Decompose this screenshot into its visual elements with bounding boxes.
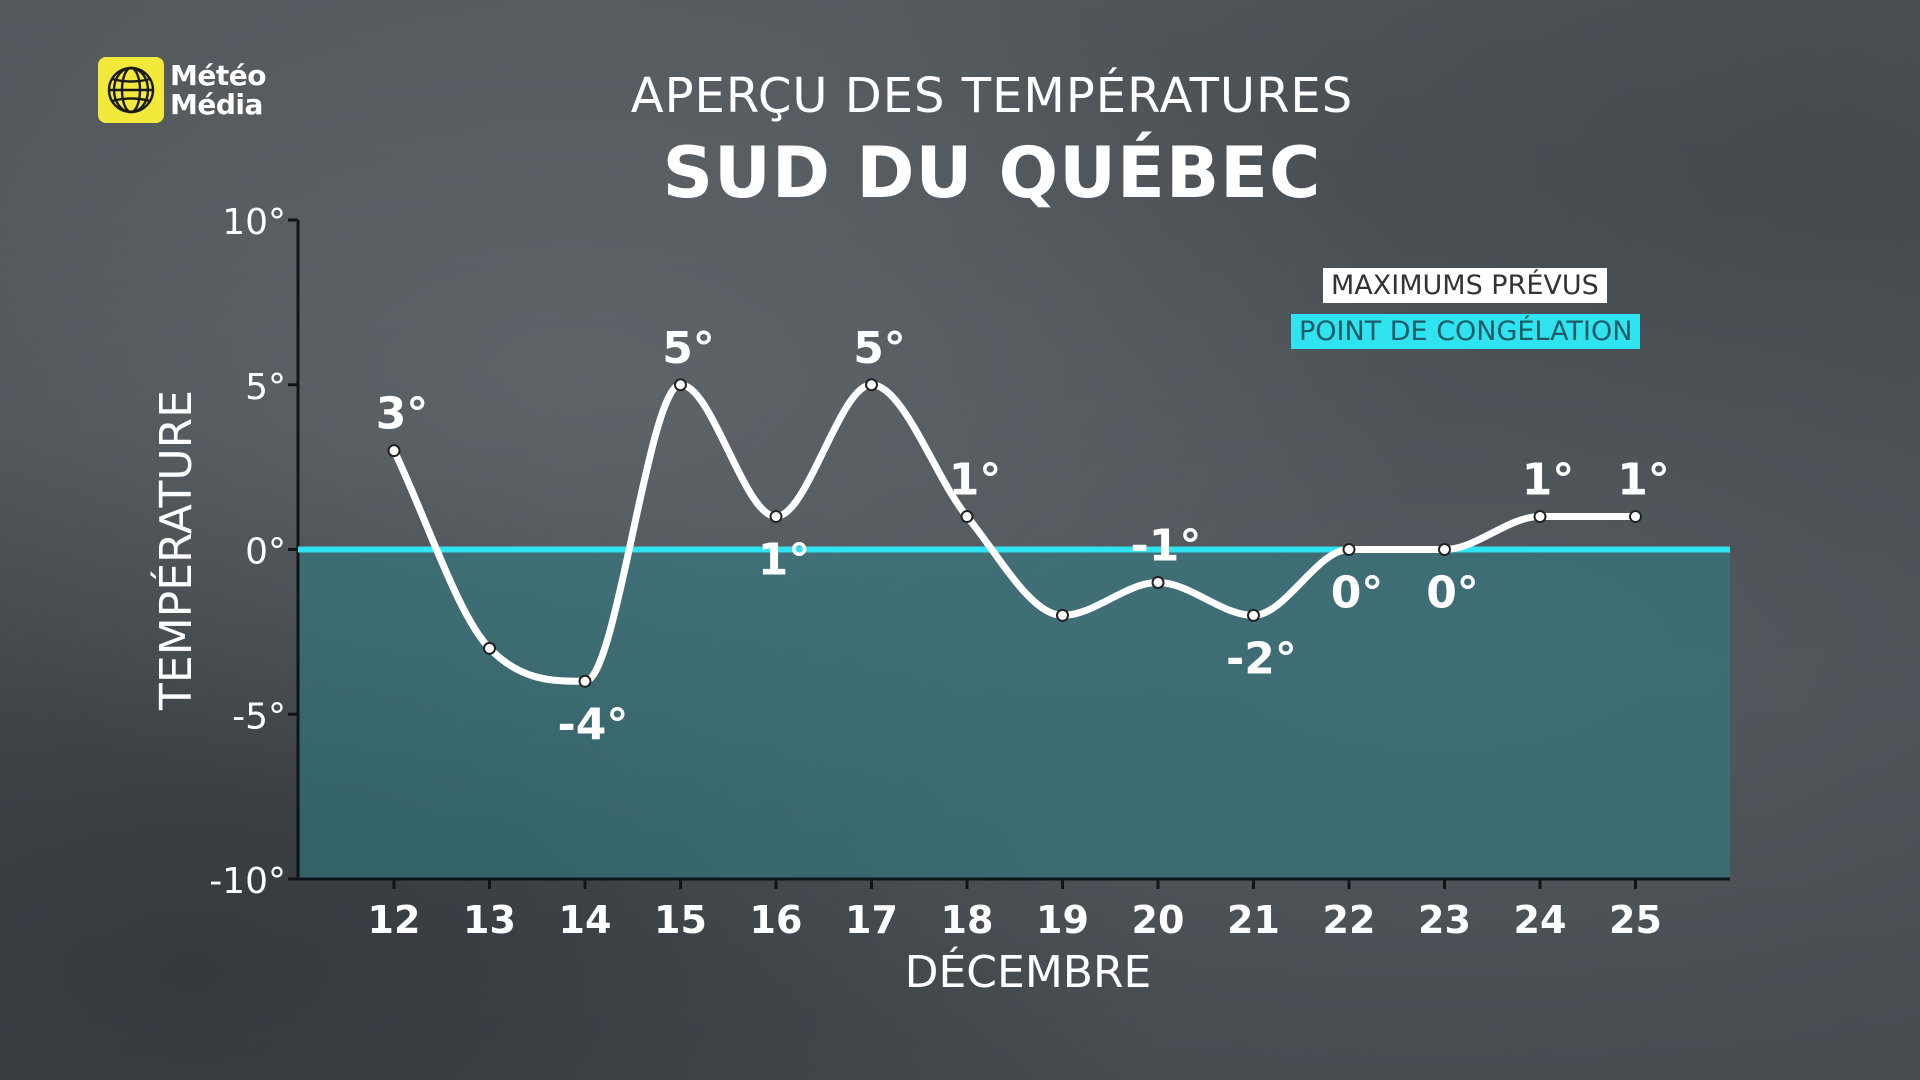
x-tick-label: 12 <box>368 898 421 942</box>
x-tick-label: 22 <box>1323 898 1376 942</box>
data-point <box>960 510 974 524</box>
logo-text-line2: Média <box>170 88 263 121</box>
data-point <box>865 378 878 392</box>
data-point <box>1056 608 1069 622</box>
y-axis-label: TEMPÉRATURE <box>149 390 202 711</box>
series-line-layer <box>390 381 1639 685</box>
data-point <box>483 641 496 655</box>
x-tick-label: 25 <box>1609 898 1662 942</box>
x-tick-label: 19 <box>1036 898 1089 942</box>
data-point <box>387 444 401 458</box>
meteomedia-logo: Météo Média <box>98 57 266 123</box>
x-tick-label: 15 <box>654 898 707 942</box>
data-label: 1° <box>949 455 1002 506</box>
x-tick-label: 21 <box>1227 898 1280 942</box>
data-label: -4° <box>558 699 629 750</box>
chart-subtitle: APERÇU DES TEMPÉRATURES <box>630 68 1354 124</box>
series-line-maximums <box>390 381 1639 685</box>
below-freezing-area-layer <box>298 549 1730 879</box>
legend-maximums: MAXIMUMS PRÉVUS <box>1323 268 1607 303</box>
data-point <box>578 674 592 688</box>
data-point <box>1151 575 1165 589</box>
chart-title: SUD DU QUÉBEC <box>662 132 1322 214</box>
data-label: 1° <box>1617 455 1670 506</box>
y-tick-label: 10° <box>222 202 286 243</box>
y-tick-label: -10° <box>209 861 286 902</box>
logo-text-line1: Météo <box>170 59 266 92</box>
below-freezing-area <box>298 549 1730 879</box>
x-tick-label: 13 <box>463 898 516 942</box>
data-point <box>1533 510 1547 524</box>
x-tick-label: 14 <box>559 898 612 942</box>
x-tick-label: 23 <box>1418 898 1471 942</box>
data-point-layer <box>387 378 1642 688</box>
y-tick-label: 0° <box>245 532 286 573</box>
y-tick-label: 5° <box>245 367 286 408</box>
data-point <box>1438 543 1451 556</box>
data-point <box>1247 608 1260 622</box>
data-label: 5° <box>853 323 906 374</box>
x-axis-label: DÉCEMBRE <box>905 945 1152 998</box>
data-label: -2° <box>1226 633 1297 684</box>
x-tick-label: 18 <box>941 898 994 942</box>
data-label: 0° <box>1331 568 1384 619</box>
x-tick-label: 24 <box>1514 898 1567 942</box>
data-label: 1° <box>1522 455 1575 506</box>
data-label: 5° <box>662 323 715 374</box>
data-label: -1° <box>1131 520 1202 571</box>
x-tick-label: 20 <box>1132 898 1185 942</box>
legend-freezing-point: POINT DE CONGÉLATION <box>1291 314 1641 349</box>
y-tick-label: -5° <box>232 696 286 737</box>
axis-layer <box>288 218 1730 889</box>
x-tick-label: 17 <box>845 898 898 942</box>
x-tick-label: 16 <box>750 898 803 942</box>
data-point <box>1629 510 1642 524</box>
tick-label-layer: 10° 5° 0° -5° -10° 12 13 14 15 16 17 18 19 20 21 22 23 24… <box>209 202 1662 942</box>
data-label: 0° <box>1426 568 1479 619</box>
data-point <box>674 378 687 392</box>
data-point <box>1342 543 1356 556</box>
data-point <box>769 510 783 524</box>
data-label: 1° <box>758 535 811 586</box>
globe-icon <box>98 57 164 123</box>
data-label: 3° <box>376 389 429 440</box>
data-label-layer: 3° -4° 5° 1° 5° 1° -1° -2° 0° 0° 1° 1° <box>376 323 1670 751</box>
